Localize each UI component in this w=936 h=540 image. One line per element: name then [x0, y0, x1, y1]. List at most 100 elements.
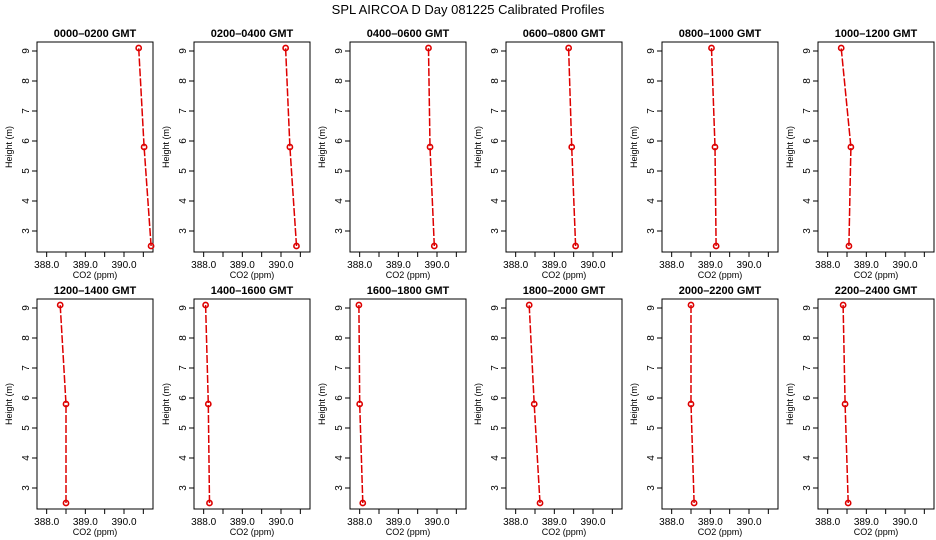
plot-frame — [661, 298, 779, 510]
y-tick-label: 6 — [802, 395, 813, 401]
y-tick-label: 5 — [334, 425, 345, 431]
data-point — [839, 301, 847, 309]
y-tick-label: 4 — [21, 455, 32, 461]
profile-line — [427, 47, 436, 247]
profile-line — [284, 47, 298, 247]
y-tick-label: 8 — [646, 335, 657, 341]
x-tick-label: 390.0 — [892, 260, 917, 271]
y-axis-label: Height (m) — [161, 383, 171, 425]
data-point — [530, 400, 538, 408]
y-axis-label: Height (m) — [317, 126, 327, 168]
panel-title: 2200–2400 GMT — [835, 285, 918, 297]
data-point — [712, 242, 720, 250]
y-tick-label: 8 — [334, 78, 345, 84]
data-point — [572, 242, 579, 250]
x-tick-label: 390.0 — [268, 517, 293, 528]
panel-title: 1200–1400 GMT — [54, 285, 137, 297]
y-tick-label: 6 — [334, 138, 345, 144]
profile-line — [528, 304, 541, 504]
panel-title: 1600–1800 GMT — [367, 285, 450, 297]
profile-line — [204, 304, 211, 504]
y-tick-label: 7 — [21, 108, 32, 114]
y-tick-label: 7 — [490, 108, 501, 114]
x-tick-label: 389.0 — [698, 517, 723, 528]
y-tick-label: 5 — [21, 425, 32, 431]
y-tick-label: 9 — [21, 48, 32, 54]
y-tick-label: 9 — [646, 48, 657, 54]
x-axis-label: CO2 (ppm) — [698, 270, 743, 280]
y-tick-label: 9 — [334, 48, 345, 54]
data-point — [204, 400, 212, 408]
data-point — [355, 301, 363, 309]
y-axis-label: Height (m) — [785, 383, 795, 425]
panel-title: 2000–2200 GMT — [679, 285, 762, 297]
y-tick-label: 7 — [802, 365, 813, 371]
x-tick-label: 389.0 — [854, 260, 879, 271]
plot-frame — [817, 41, 935, 253]
x-axis-label: CO2 (ppm) — [542, 270, 587, 280]
y-tick-label: 3 — [178, 485, 189, 491]
y-tick-label: 3 — [21, 228, 32, 234]
profile-line — [567, 47, 577, 247]
data-point — [425, 44, 432, 52]
data-point — [536, 499, 544, 507]
data-point — [687, 301, 695, 309]
y-tick-label: 9 — [490, 48, 501, 54]
panel-title: 1000–1200 GMT — [835, 28, 918, 40]
data-point — [430, 242, 438, 250]
data-point — [687, 400, 695, 408]
y-tick-label: 5 — [334, 168, 345, 174]
y-tick-label: 8 — [178, 78, 189, 84]
x-axis-label: CO2 (ppm) — [854, 270, 899, 280]
x-axis-label: CO2 (ppm) — [698, 527, 743, 537]
y-tick-label: 5 — [178, 168, 189, 174]
data-point — [525, 301, 533, 309]
plot-frame — [36, 41, 154, 253]
y-tick-label: 9 — [802, 48, 813, 54]
profile-line — [358, 304, 364, 504]
y-axis-label: Height (m) — [629, 126, 639, 168]
data-point — [845, 242, 853, 250]
plot-frame — [661, 41, 779, 253]
plot-frame — [505, 298, 623, 510]
y-tick-label: 4 — [646, 455, 657, 461]
x-tick-label: 390.0 — [424, 260, 449, 271]
x-tick-label: 390.0 — [892, 517, 917, 528]
x-tick-label: 388.0 — [191, 517, 216, 528]
y-tick-label: 8 — [802, 335, 813, 341]
y-tick-label: 7 — [646, 365, 657, 371]
y-tick-label: 5 — [646, 425, 657, 431]
y-tick-label: 6 — [21, 138, 32, 144]
x-tick-label: 389.0 — [73, 517, 98, 528]
x-tick-label: 390.0 — [736, 260, 761, 271]
y-tick-label: 6 — [646, 138, 657, 144]
y-tick-label: 8 — [490, 335, 501, 341]
plot-frame — [505, 41, 623, 253]
profile-line — [710, 47, 717, 247]
y-tick-label: 6 — [178, 138, 189, 144]
plot-frame — [193, 298, 311, 510]
x-tick-label: 388.0 — [815, 260, 840, 271]
y-axis-label: Height (m) — [785, 126, 795, 168]
x-tick-label: 388.0 — [347, 517, 372, 528]
y-tick-label: 4 — [646, 198, 657, 204]
y-axis-label: Height (m) — [473, 383, 483, 425]
data-point — [293, 242, 300, 250]
x-tick-label: 388.0 — [503, 517, 528, 528]
y-tick-label: 9 — [646, 305, 657, 311]
data-point — [147, 242, 155, 250]
y-tick-label: 8 — [178, 335, 189, 341]
x-axis-label: CO2 (ppm) — [542, 527, 587, 537]
y-tick-label: 5 — [802, 168, 813, 174]
x-axis-label: CO2 (ppm) — [230, 270, 275, 280]
x-axis-label: CO2 (ppm) — [73, 270, 118, 280]
profile-line — [137, 47, 152, 247]
